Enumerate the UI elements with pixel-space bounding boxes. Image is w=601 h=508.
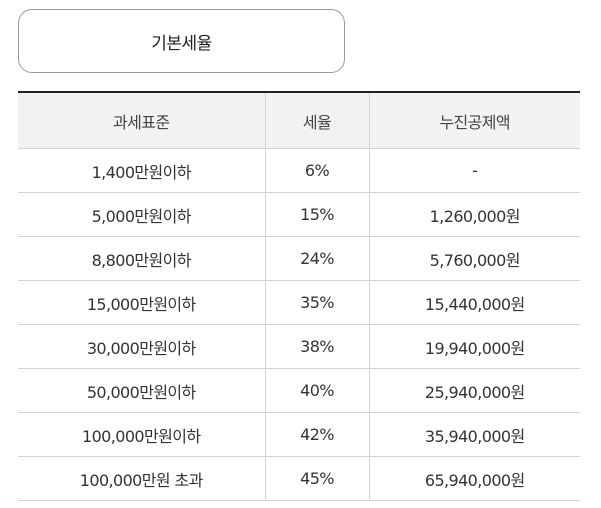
header-tax-base: 과세표준	[18, 91, 265, 149]
table-row: 15,000만원이하 35% 15,440,000원	[18, 280, 580, 325]
cell-tax-rate: 38%	[264, 324, 369, 369]
cell-tax-rate: 40%	[264, 368, 369, 413]
cell-tax-rate: 35%	[264, 280, 369, 325]
cell-deduction: -	[368, 148, 580, 193]
cell-tax-rate: 42%	[264, 412, 369, 457]
tab-label: 기본세율	[151, 33, 212, 54]
cell-tax-rate: 6%	[264, 148, 369, 193]
cell-tax-base: 30,000만원이하	[18, 324, 265, 369]
tax-rate-table: 과세표준 세율 누진공제액 1,400만원이하 6% - 5,000만원이하 1…	[18, 91, 580, 501]
header-progressive-deduction: 누진공제액	[368, 91, 580, 149]
cell-tax-base: 5,000만원이하	[18, 192, 265, 237]
table-row: 1,400만원이하 6% -	[18, 148, 580, 193]
table-row: 30,000만원이하 38% 19,940,000원	[18, 324, 580, 369]
cell-tax-base: 8,800만원이하	[18, 236, 265, 281]
cell-tax-base: 15,000만원이하	[18, 280, 265, 325]
cell-deduction: 5,760,000원	[368, 236, 580, 281]
cell-tax-base: 100,000만원 초과	[18, 456, 265, 501]
cell-tax-base: 100,000만원이하	[18, 412, 265, 457]
table-row: 5,000만원이하 15% 1,260,000원	[18, 192, 580, 237]
table-header-row: 과세표준 세율 누진공제액	[18, 91, 580, 149]
table-row: 8,800만원이하 24% 5,760,000원	[18, 236, 580, 281]
table-row: 50,000만원이하 40% 25,940,000원	[18, 368, 580, 413]
cell-deduction: 19,940,000원	[368, 324, 580, 369]
cell-deduction: 35,940,000원	[368, 412, 580, 457]
tab-basic-tax-rate[interactable]: 기본세율	[18, 9, 345, 73]
cell-deduction: 25,940,000원	[368, 368, 580, 413]
cell-deduction: 65,940,000원	[368, 456, 580, 501]
cell-deduction: 15,440,000원	[368, 280, 580, 325]
cell-tax-rate: 15%	[264, 192, 369, 237]
cell-tax-base: 1,400만원이하	[18, 148, 265, 193]
cell-tax-rate: 45%	[264, 456, 369, 501]
table-row: 100,000만원 초과 45% 65,940,000원	[18, 456, 580, 501]
cell-tax-rate: 24%	[264, 236, 369, 281]
header-tax-rate: 세율	[264, 91, 369, 149]
cell-deduction: 1,260,000원	[368, 192, 580, 237]
table-row: 100,000만원이하 42% 35,940,000원	[18, 412, 580, 457]
cell-tax-base: 50,000만원이하	[18, 368, 265, 413]
